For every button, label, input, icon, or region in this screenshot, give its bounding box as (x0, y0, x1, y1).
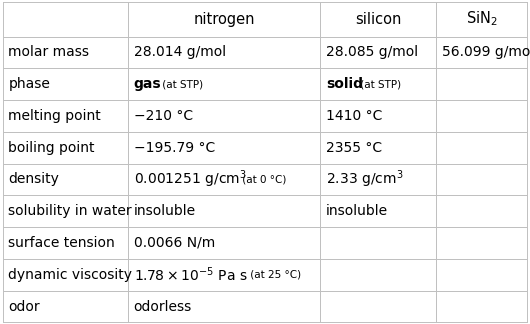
Text: 0.0066 N/m: 0.0066 N/m (134, 236, 215, 250)
Text: (at STP): (at STP) (158, 79, 203, 89)
Text: 28.014 g/mol: 28.014 g/mol (134, 45, 226, 59)
Text: SiN$_2$: SiN$_2$ (466, 10, 498, 29)
Text: surface tension: surface tension (8, 236, 115, 250)
Text: density: density (8, 172, 59, 187)
Text: boiling point: boiling point (8, 141, 95, 155)
Text: nitrogen: nitrogen (193, 12, 255, 27)
Text: $1.78\times10^{-5}$ Pa s: $1.78\times10^{-5}$ Pa s (134, 265, 247, 284)
Text: phase: phase (8, 77, 50, 91)
Text: −195.79 °C: −195.79 °C (134, 141, 215, 155)
Text: silicon: silicon (355, 12, 401, 27)
Text: gas: gas (134, 77, 161, 91)
Text: (at 0 °C): (at 0 °C) (240, 174, 287, 184)
Text: dynamic viscosity: dynamic viscosity (8, 268, 132, 282)
Text: 2355 °C: 2355 °C (326, 141, 382, 155)
Text: odorless: odorless (134, 299, 192, 314)
Text: solid: solid (326, 77, 363, 91)
Text: 2.33 g/cm$^3$: 2.33 g/cm$^3$ (326, 169, 403, 190)
Text: 0.001251 g/cm$^3$: 0.001251 g/cm$^3$ (134, 169, 246, 190)
Text: (at 25 °C): (at 25 °C) (247, 270, 302, 280)
Text: solubility in water: solubility in water (8, 204, 132, 218)
Text: 1410 °C: 1410 °C (326, 109, 383, 123)
Text: 28.085 g/mol: 28.085 g/mol (326, 45, 418, 59)
Text: melting point: melting point (8, 109, 101, 123)
Text: odor: odor (8, 299, 40, 314)
Text: molar mass: molar mass (8, 45, 90, 59)
Text: insoluble: insoluble (326, 204, 388, 218)
Text: −210 °C: −210 °C (134, 109, 193, 123)
Text: (at STP): (at STP) (357, 79, 401, 89)
Text: insoluble: insoluble (134, 204, 196, 218)
Text: 56.099 g/mol: 56.099 g/mol (441, 45, 530, 59)
